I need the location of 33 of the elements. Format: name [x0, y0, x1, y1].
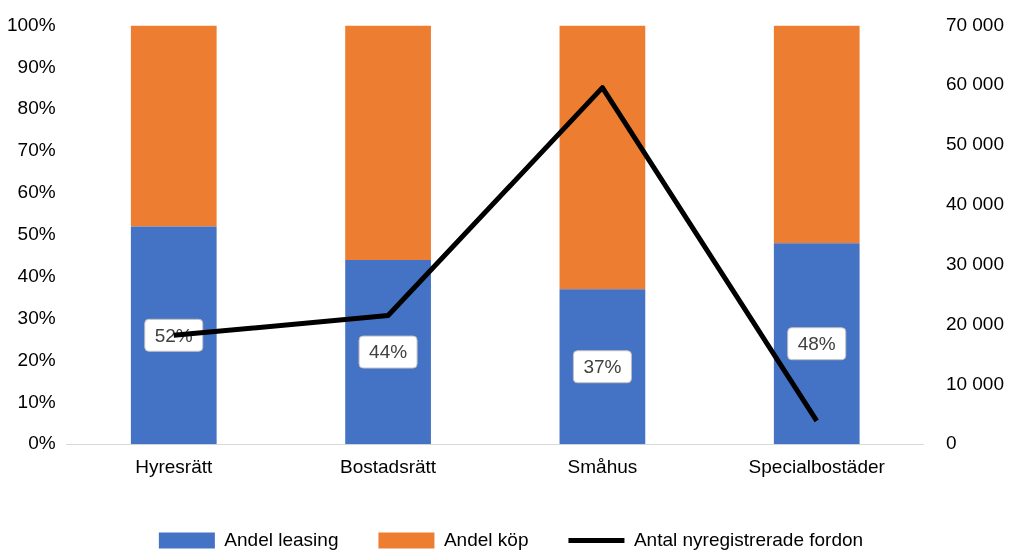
y-tick-label: 30% [17, 306, 56, 328]
y2-tick-label: 0 [945, 432, 957, 454]
y-tick-label: 70% [17, 139, 56, 161]
y-tick-label: 90% [17, 55, 56, 77]
bar [773, 25, 860, 244]
y2-tick-label: 20 000 [945, 312, 1005, 334]
y2-tick-label: 70 000 [945, 13, 1005, 35]
y-tick-label: 80% [17, 97, 56, 119]
x-tick-label: Hyresrätt [135, 455, 214, 477]
bar [345, 25, 431, 260]
y-tick-label: 20% [17, 348, 56, 370]
y-tick-label: 100% [6, 13, 56, 35]
legend-label: Andel leasing [224, 528, 339, 550]
y2-tick-label: 40 000 [945, 193, 1005, 215]
legend-label: Antal nyregistrerade fordon [633, 528, 864, 550]
y-tick-label: 10% [17, 390, 56, 412]
legend-label: Andel köp [443, 528, 529, 550]
bar [130, 25, 217, 227]
y2-tick-label: 50 000 [945, 133, 1005, 155]
y2-tick-label: 60 000 [945, 73, 1005, 95]
y2-tick-label: 10 000 [945, 372, 1005, 394]
y2-tick-label: 30 000 [945, 252, 1005, 274]
y-tick-label: 40% [17, 264, 56, 286]
data-label: 48% [797, 332, 836, 354]
bar [559, 25, 646, 290]
data-label: 37% [583, 355, 622, 377]
y-tick-label: 0% [28, 432, 56, 454]
y-tick-label: 50% [17, 223, 56, 245]
y-tick-label: 60% [17, 181, 56, 203]
x-tick-label: Bostadsrätt [340, 455, 437, 477]
x-tick-label: Specialbostäder [748, 455, 886, 477]
data-label: 44% [369, 341, 408, 363]
x-tick-label: Småhus [567, 455, 638, 477]
